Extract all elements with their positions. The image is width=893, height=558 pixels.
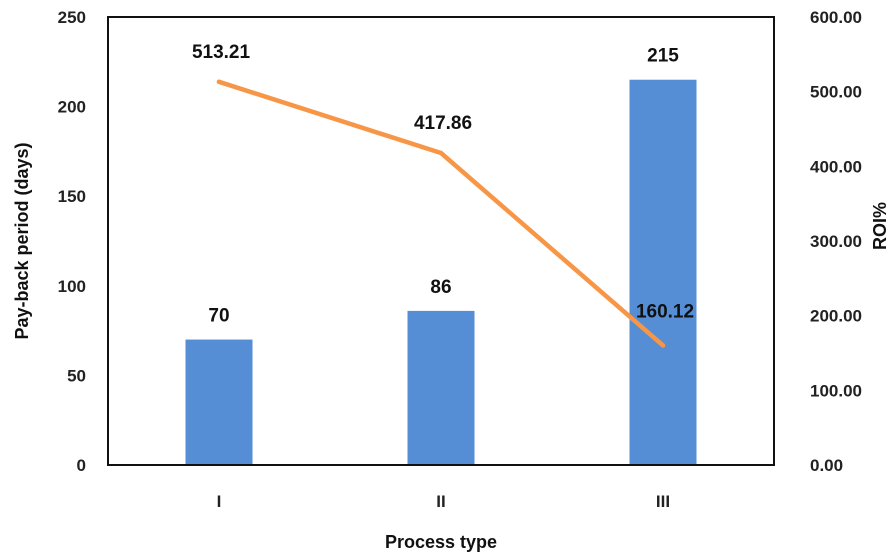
x-axis-ticks: I II III <box>217 492 670 511</box>
left-tick-label: 150 <box>58 187 86 206</box>
left-axis-title: Pay-back period (days) <box>12 142 32 339</box>
right-axis-ticks: 0.00 100.00 200.00 300.00 400.00 500.00 600.00 <box>810 8 862 475</box>
x-tick-label: I <box>217 492 222 511</box>
right-tick-label: 600.00 <box>810 8 862 27</box>
left-axis-ticks: 0 50 100 150 200 250 <box>58 8 86 475</box>
line-data-label: 513.21 <box>192 42 251 63</box>
roi-point <box>660 343 666 348</box>
left-tick-label: 100 <box>58 277 86 296</box>
bar <box>407 310 475 465</box>
bars-layer <box>185 79 697 465</box>
left-tick-label: 0 <box>77 456 86 475</box>
x-tick-label: II <box>436 492 445 511</box>
roi-point <box>438 150 444 156</box>
line-layer <box>216 79 666 348</box>
left-tick-label: 200 <box>58 98 86 117</box>
right-tick-label: 400.00 <box>810 157 862 176</box>
right-tick-label: 200.00 <box>810 307 862 326</box>
left-tick-label: 250 <box>58 8 86 27</box>
line-data-label: 160.12 <box>636 301 694 322</box>
right-tick-label: 500.00 <box>810 83 862 102</box>
line-data-label: 417.86 <box>414 113 472 134</box>
x-tick-label: III <box>656 492 670 511</box>
right-axis-title: ROI% <box>870 202 890 250</box>
data-labels-layer: 70 86 215 513.21 417.86 160.12 <box>192 42 694 327</box>
roi-point <box>216 79 222 85</box>
bar-data-label: 70 <box>208 306 229 327</box>
right-tick-label: 100.00 <box>810 381 862 400</box>
bar-data-label: 86 <box>430 277 451 298</box>
bar <box>185 339 253 465</box>
bar <box>629 79 697 465</box>
x-axis-title: Process type <box>385 532 497 552</box>
left-tick-label: 50 <box>67 366 86 385</box>
bar-data-label: 215 <box>647 46 679 67</box>
right-tick-label: 0.00 <box>810 456 843 475</box>
plot-frame <box>107 16 775 466</box>
right-tick-label: 300.00 <box>810 232 862 251</box>
